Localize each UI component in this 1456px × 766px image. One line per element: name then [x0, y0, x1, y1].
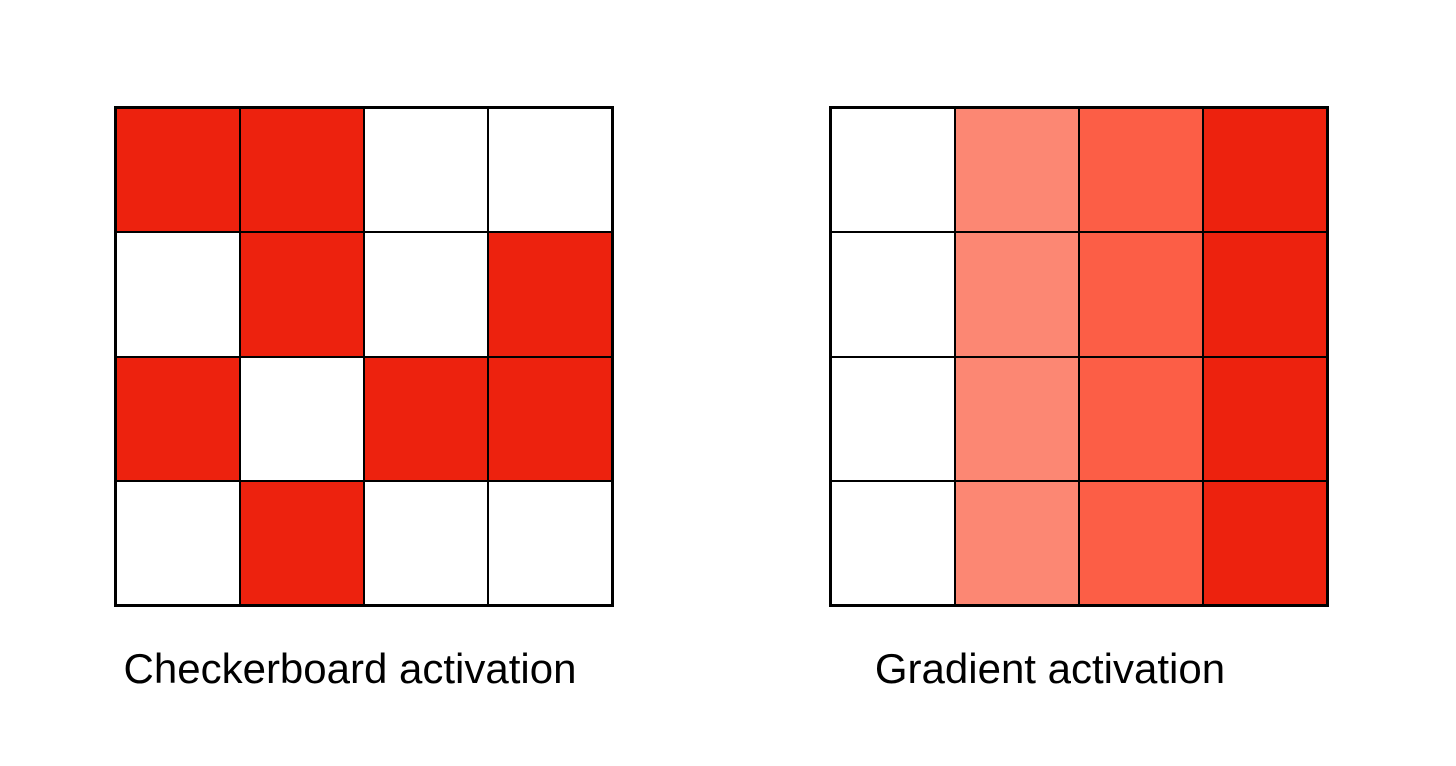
grid-cell [1203, 356, 1327, 481]
grid-cell [1203, 232, 1327, 357]
checkerboard-figure [114, 106, 614, 607]
grid-cell [1079, 356, 1203, 481]
grid-cell [1203, 480, 1327, 605]
grid-cell [116, 480, 240, 605]
grid-cell [116, 108, 240, 233]
checkerboard-caption: Checkerboard activation [123, 645, 577, 692]
grid-cell [955, 356, 1079, 481]
gradient-figure [829, 106, 1329, 607]
grid-cell [1079, 108, 1203, 233]
grid-cell [116, 232, 240, 357]
grid-cell [831, 108, 955, 233]
grid-cell [1079, 480, 1203, 605]
grid-cell [1079, 232, 1203, 357]
grid-cell [488, 108, 612, 233]
grid-cell [364, 356, 488, 481]
grid-cell [831, 480, 955, 605]
grid-cell [240, 108, 364, 233]
grid-cell [488, 356, 612, 481]
grid-cell [240, 480, 364, 605]
grid-cell [1203, 108, 1327, 233]
grid-cell [831, 356, 955, 481]
grid-cell [488, 232, 612, 357]
grid-cell [364, 480, 488, 605]
grid-cell [364, 232, 488, 357]
grid-cell [955, 108, 1079, 233]
grid-cell [955, 480, 1079, 605]
grid-cell [831, 232, 955, 357]
gradient-caption: Gradient activation [874, 645, 1226, 692]
grid-cell [240, 232, 364, 357]
grid-cell [116, 356, 240, 481]
gradient-grid [829, 106, 1329, 607]
checkerboard-grid [114, 106, 614, 607]
grid-cell [955, 232, 1079, 357]
grid-cell [364, 108, 488, 233]
grid-cell [240, 356, 364, 481]
grid-cell [488, 480, 612, 605]
